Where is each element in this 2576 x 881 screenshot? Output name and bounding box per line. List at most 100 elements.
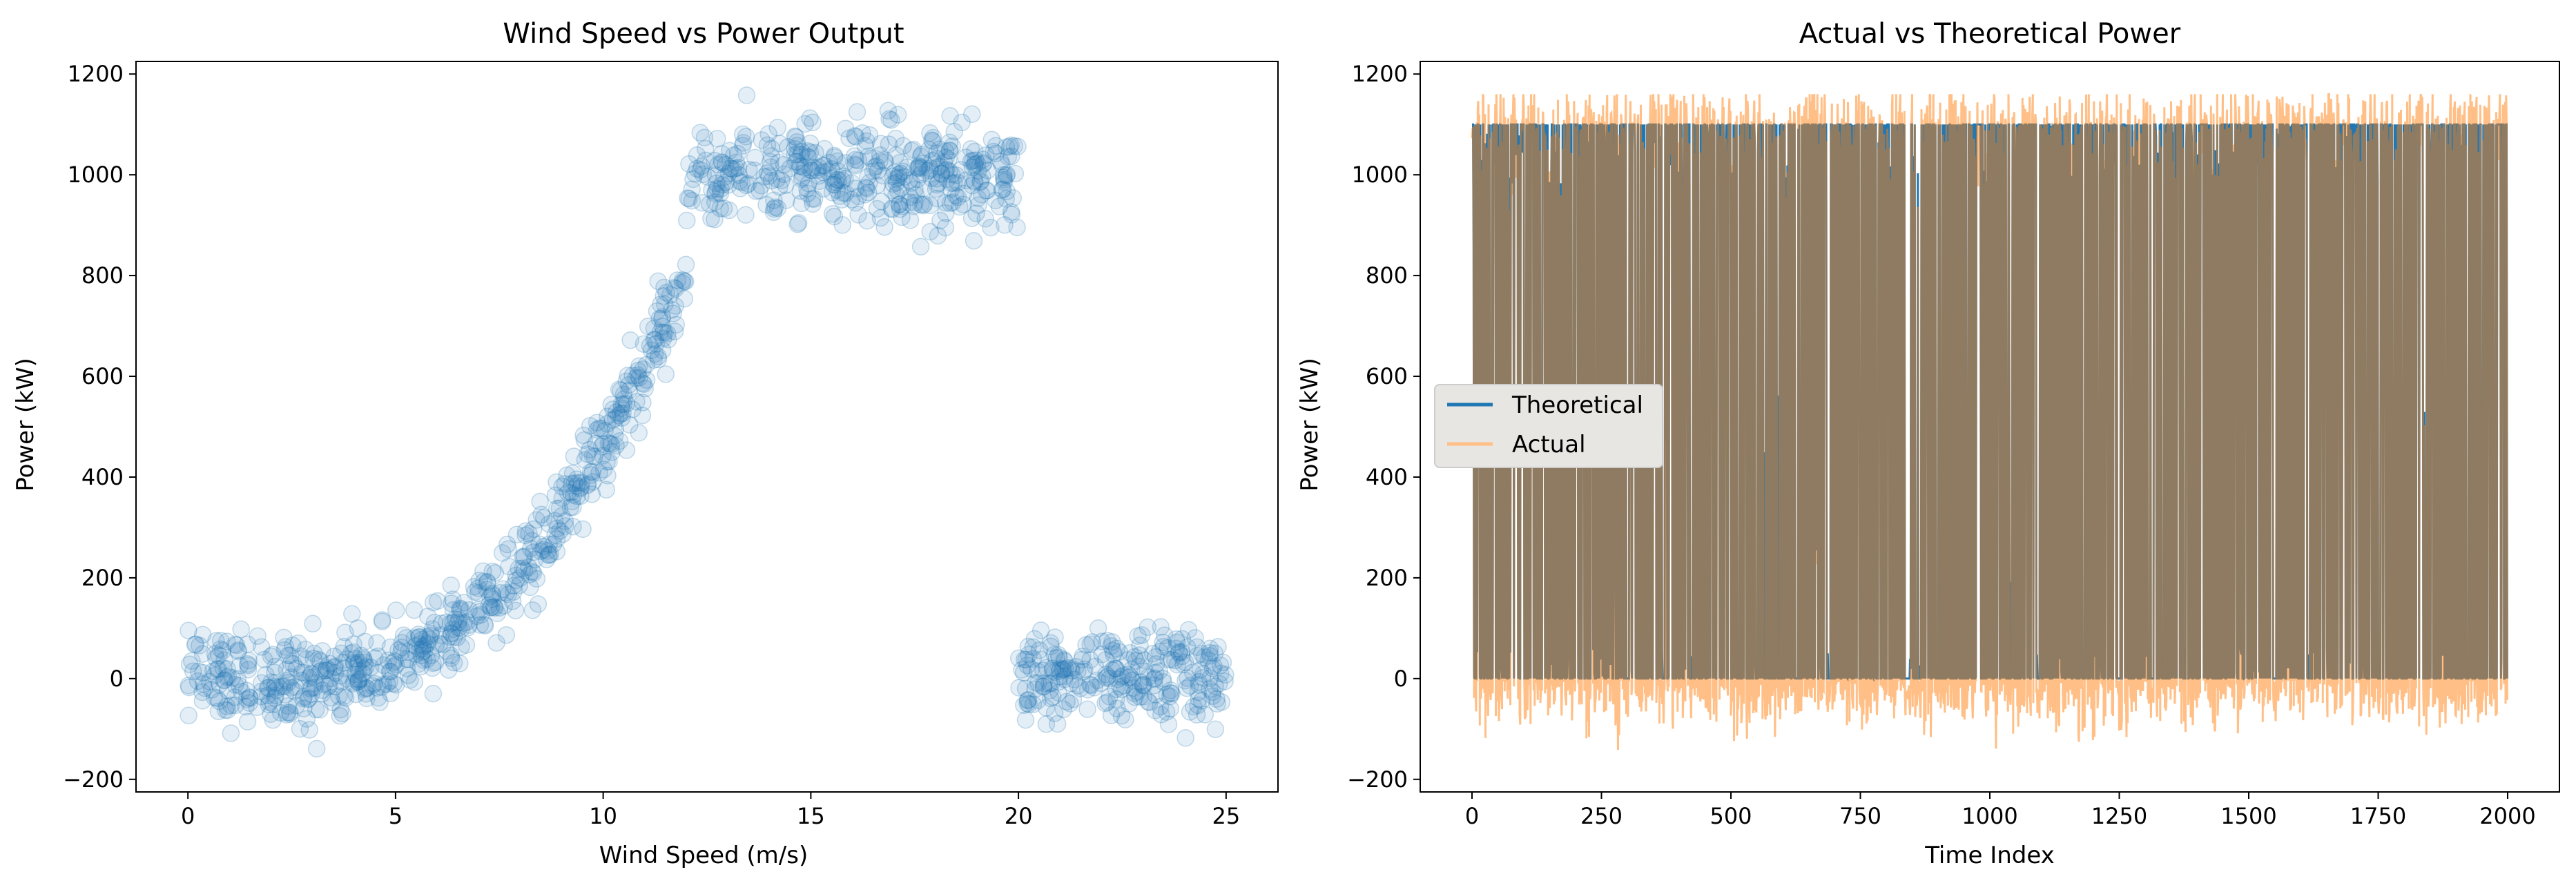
scatter-point [910, 157, 928, 175]
scatter-point [679, 189, 697, 207]
scatter-point [906, 180, 924, 199]
scatter-point [347, 665, 365, 684]
scatter-point [426, 653, 445, 671]
scatter-point [563, 492, 581, 511]
scatter-point [1081, 651, 1099, 669]
scatter-point [467, 607, 486, 626]
scatter-point [1161, 681, 1180, 699]
scatter-point [449, 619, 468, 637]
scatter-point [762, 171, 781, 190]
scatter-point [846, 193, 864, 212]
scatter-point [325, 659, 344, 677]
scatter-point [693, 194, 711, 212]
scatter-point [734, 134, 753, 152]
scatter-point [912, 166, 930, 184]
scatter-point [306, 674, 325, 693]
y-tick-label: 1000 [1352, 162, 1408, 188]
scatter-point [1154, 637, 1172, 656]
scatter-point [281, 646, 299, 665]
scatter-point [1115, 677, 1134, 695]
scatter-point [278, 704, 297, 722]
scatter-point [240, 688, 259, 706]
scatter-point [1065, 670, 1083, 689]
scatter-point [975, 154, 994, 172]
scatter-point [1203, 683, 1221, 701]
scatter-point [1015, 696, 1033, 715]
scatter-point [793, 194, 811, 213]
scatter-point [1118, 650, 1137, 669]
scatter-point [576, 451, 594, 469]
scatter-point [323, 693, 342, 712]
scatter-point [892, 179, 910, 197]
scatter-point [207, 649, 225, 667]
scatter-point [688, 146, 706, 164]
scatter-point [215, 651, 233, 669]
scatter-point [793, 170, 811, 188]
scatter-point [882, 200, 901, 217]
scatter-point [602, 435, 621, 454]
scatter-point [282, 668, 300, 686]
scatter-point [226, 688, 244, 706]
scatter-point [887, 146, 905, 164]
scatter-point [455, 593, 473, 612]
scatter-point [634, 394, 652, 412]
scatter-point [1192, 645, 1211, 663]
scatter-point [381, 638, 400, 657]
scatter-point [1034, 661, 1052, 679]
scatter-point [1172, 643, 1191, 661]
x-tick-label: 1000 [1962, 803, 2017, 829]
scatter-point [345, 653, 363, 672]
scatter-point [645, 351, 663, 369]
scatter-point [649, 272, 667, 291]
scatter-point [1199, 651, 1217, 670]
scatter-point [343, 605, 361, 623]
scatter-point [409, 655, 427, 673]
scatter-point [1203, 659, 1221, 677]
scatter-point [252, 682, 271, 701]
scatter-point [303, 679, 321, 697]
scatter-point [1203, 687, 1222, 705]
scatter-point [445, 653, 463, 672]
scatter-point [585, 447, 603, 465]
scatter-point [1037, 699, 1056, 717]
scatter-point [914, 180, 933, 197]
scatter-point [937, 204, 955, 222]
scatter-point [1121, 668, 1139, 686]
scatter-point [963, 158, 982, 177]
y-tick-label: 600 [81, 363, 124, 389]
scatter-point [1159, 639, 1176, 657]
scatter-point [802, 161, 820, 180]
scatter-point [385, 675, 403, 693]
scatter-point [218, 660, 236, 678]
scatter-point [540, 546, 559, 565]
scatter-point [333, 704, 351, 723]
y-tick-label: 200 [81, 565, 124, 591]
scatter-point [858, 180, 876, 197]
scatter-point [486, 599, 504, 617]
scatter-point [458, 619, 477, 637]
scatter-point [451, 655, 469, 672]
scatter-point [716, 155, 735, 174]
scatter-point [834, 167, 852, 186]
scatter-point [269, 678, 288, 697]
scatter-point [928, 175, 946, 194]
scatter-point [262, 705, 280, 723]
scatter-point [706, 151, 724, 170]
scatter-point [332, 672, 351, 691]
scatter-point [865, 158, 884, 176]
scatter-point [204, 662, 222, 680]
scatter-point [665, 278, 684, 297]
scatter-point [909, 159, 927, 177]
scatter-point [193, 692, 212, 710]
scatter-point [1018, 694, 1036, 713]
scatter-point [205, 688, 224, 706]
scatter-point [1210, 675, 1228, 693]
scatter-point [1188, 706, 1206, 724]
scatter-point [994, 168, 1013, 186]
scatter-point [768, 199, 787, 217]
scatter-point [887, 173, 906, 192]
scatter-point [904, 197, 922, 215]
scatter-point [252, 688, 271, 706]
scatter-point [590, 419, 608, 437]
scatter-point [614, 385, 633, 404]
